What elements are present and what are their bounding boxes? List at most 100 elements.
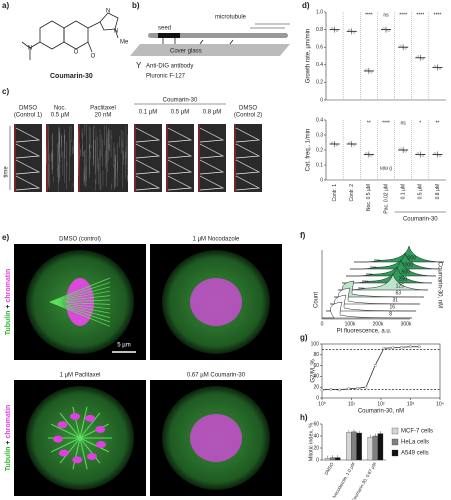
bar [356,432,362,461]
y-tick-label: 0 [320,97,323,103]
significance: **** [365,12,373,18]
stain: Tubulin [5,447,12,472]
point [421,57,424,61]
chromatin [190,278,242,326]
annotation: 0 min [380,165,392,171]
x-tick-label: Noc. 0.5 µM [366,184,372,211]
stain: chromatin [5,405,12,439]
x-tick-label: Coumarin-30, 0.67 µM [350,461,377,500]
point [365,68,368,71]
point [370,71,373,74]
legend-label: 8 [389,311,392,317]
x-axis-label: PI fluorescence, a.u. [337,329,392,335]
kymo-growth [15,143,41,159]
atom: N [114,29,118,35]
point [348,29,351,32]
y-tick-label: 0.1 [316,162,323,168]
point [384,28,388,31]
stain: chromatin [5,269,12,303]
y-tick-label: 40 [313,433,319,439]
spindle [49,301,111,305]
kymo-growth [235,127,261,143]
legend-swatch [391,449,399,457]
aster [79,412,101,439]
point [350,30,353,33]
x-tick-label: 10⁴ [436,401,444,407]
stain: Tubulin [5,311,12,336]
point [416,152,419,155]
column-label: Noc. [54,106,67,112]
point [353,144,356,147]
point [348,141,351,144]
chromatin [190,414,242,462]
chromatin [70,413,81,421]
point [409,345,412,349]
bar [335,457,341,461]
point [335,144,339,147]
point [436,153,439,156]
kymo-growth [135,175,161,191]
point [329,387,333,391]
aster [72,437,81,470]
column-label: DMSO [239,106,257,112]
axis [325,12,446,101]
legend-label: 500 [402,269,411,275]
legend-label: 16 [389,304,395,310]
chromatin [72,456,83,464]
panel-label: c) [2,87,9,96]
aster [59,412,81,439]
x-tick-label: 0.5 µM [418,184,424,199]
x-tick-label: 0 [321,321,324,327]
x-tick-label: 10² [377,401,385,407]
chromatin [85,414,96,422]
y-tick-label: 100 [311,341,320,347]
y-tick-label: 60 [313,421,319,427]
y-tick-label: 0 [316,395,319,401]
point [367,153,370,156]
x-tick-label: 300k [401,321,412,327]
spindle [49,295,111,303]
x-axis-label: Coumarin-30, nM [358,409,404,415]
legend-title: Coumarin-30, nM [436,262,442,308]
x-tick-label: 100k [345,321,356,327]
kymo-growth [15,175,41,191]
y-axis-label: Growth rate, µm/min [306,29,312,83]
stain: + [5,441,12,445]
spindle [49,301,111,327]
point [382,27,385,30]
point [320,388,324,392]
kymo-growth [167,159,193,175]
aster [79,437,88,470]
stain-label: Tubulin + chromatin [5,405,12,472]
point [400,345,404,349]
point [399,44,402,48]
label: microtubule [215,15,247,21]
y-axis-label: Mitotic index, % [308,423,314,462]
point [399,147,402,150]
point [350,142,353,146]
point [402,148,405,152]
x-tick-label: Nocodazole, 1.0 µM [332,461,357,498]
panel-label: b) [132,1,140,10]
kymo-growth [199,175,225,191]
column-label: Paclitaxel [90,106,116,112]
panel-label: a) [2,1,9,10]
significance: * [419,120,421,126]
y-tick-label: 0.8 [316,27,323,33]
scale-bar-label: 5 µm [117,343,130,349]
legend-swatch [391,427,399,435]
x-tick-label: Contr. 2 [349,184,355,202]
x-tick-label: 10¹ [348,401,356,407]
legend-label: Anti-DIG antibody [146,64,193,70]
point [367,69,370,73]
point [436,66,439,69]
kymo-growth [167,127,193,143]
bar [324,458,331,461]
kymo-growth [199,143,225,159]
point [416,55,419,58]
aster [72,406,81,439]
point [391,346,395,350]
chromatin [86,452,97,460]
aster [79,423,110,439]
